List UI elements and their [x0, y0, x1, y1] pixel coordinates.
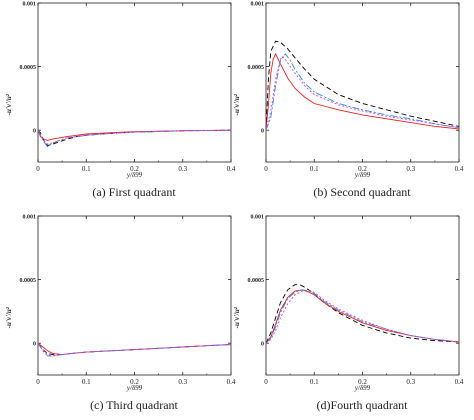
x-tick-label: 0.3 [178, 378, 187, 386]
x-tick-label: 0.1 [310, 165, 319, 173]
chart-panel-first: 0 0.1 0.2 0.3 0.4 0 0.0005 0.001 y/δ99 -u'v'/u² [5, 2, 236, 180]
series-line-dotted [37, 342, 232, 357]
x-tick-label: 0.4 [227, 165, 236, 173]
chart-panel-fourth: 0 0.1 0.2 0.3 0.4 0 0.0005 0.001 y/δ99 -u'v'/u² [233, 215, 464, 393]
y-axis-label: -u'v'/u² [233, 306, 241, 328]
caption-fourth-quadrant: (d)Fourth quadrant [316, 398, 408, 412]
x-tick-label: 0 [264, 165, 268, 173]
y-tick-label: 0.0005 [20, 278, 37, 284]
series-line-dashed [265, 40, 460, 131]
x-tick-label: 0 [36, 165, 40, 173]
x-tick-label: 0.1 [310, 378, 319, 386]
chart-panel-second: 0 0.1 0.2 0.3 0.4 0 0.0005 0.001 y/δ99 -u'v'/u² [233, 2, 464, 180]
x-tick-label: 0.3 [178, 165, 187, 173]
caption-first-quadrant: (a) First quadrant [92, 185, 176, 199]
y-axis-label: -u'v'/u² [233, 93, 241, 115]
x-tick-label: 0.2 [130, 165, 139, 173]
chart-panel-third: 0 0.1 0.2 0.3 0.4 0 0.0005 0.001 y/δ99 -u'v'/u² [5, 215, 236, 393]
x-tick-label: 0.2 [130, 378, 139, 386]
y-tick-label: 0 [33, 342, 36, 348]
series-line-dotted [37, 129, 232, 145]
x-tick-label: 0 [36, 378, 40, 386]
x-tick-label: 0.4 [455, 378, 464, 386]
series-line-dotted [265, 55, 460, 131]
series-line-dotted [265, 290, 460, 344]
series-line-solid [265, 289, 460, 344]
y-tick-label: 0.0005 [20, 65, 37, 71]
y-tick-label: 0.001 [251, 2, 265, 8]
plot-frame [37, 215, 232, 376]
y-tick-label: 0.0005 [248, 278, 265, 284]
x-tick-label: 0.3 [406, 165, 415, 173]
x-tick-label: 0.2 [358, 165, 367, 173]
series-line-solid [265, 52, 460, 131]
caption-second-quadrant: (b) Second quadrant [313, 185, 411, 199]
x-tick-label: 0.4 [455, 165, 464, 173]
x-tick-label: 0.1 [82, 378, 91, 386]
series-line-dashdot [265, 289, 460, 344]
y-tick-label: 0.001 [23, 215, 37, 221]
y-tick-label: 0 [261, 342, 264, 348]
y-tick-label: 0.001 [251, 215, 265, 221]
x-tick-label: 0.3 [406, 378, 415, 386]
x-axis-label: y/δ99 [354, 384, 371, 392]
plot-frame [265, 2, 460, 163]
x-axis-label: y/δ99 [126, 171, 143, 179]
caption-third-quadrant: (c) Third quadrant [90, 398, 178, 412]
x-axis-label: y/δ99 [354, 171, 371, 179]
series-line-dashdot [265, 53, 460, 131]
y-tick-label: 0 [33, 129, 36, 135]
series-line-solid [37, 342, 232, 356]
x-tick-label: 0.2 [358, 378, 367, 386]
y-tick-label: 0 [261, 129, 264, 135]
y-axis-label: -u'v'/u² [5, 306, 13, 328]
series-line-dashdot [37, 342, 232, 357]
y-tick-label: 0.0005 [248, 65, 265, 71]
series-line-dashdot [37, 129, 232, 148]
y-tick-label: 0.001 [23, 2, 37, 8]
series-line-dashed [37, 342, 232, 356]
x-tick-label: 0 [264, 378, 268, 386]
x-tick-label: 0.4 [227, 378, 236, 386]
series-line-dashed [265, 284, 460, 344]
y-axis-label: -u'v'/u² [5, 93, 13, 115]
x-tick-label: 0.1 [82, 165, 91, 173]
x-axis-label: y/δ99 [126, 384, 143, 392]
